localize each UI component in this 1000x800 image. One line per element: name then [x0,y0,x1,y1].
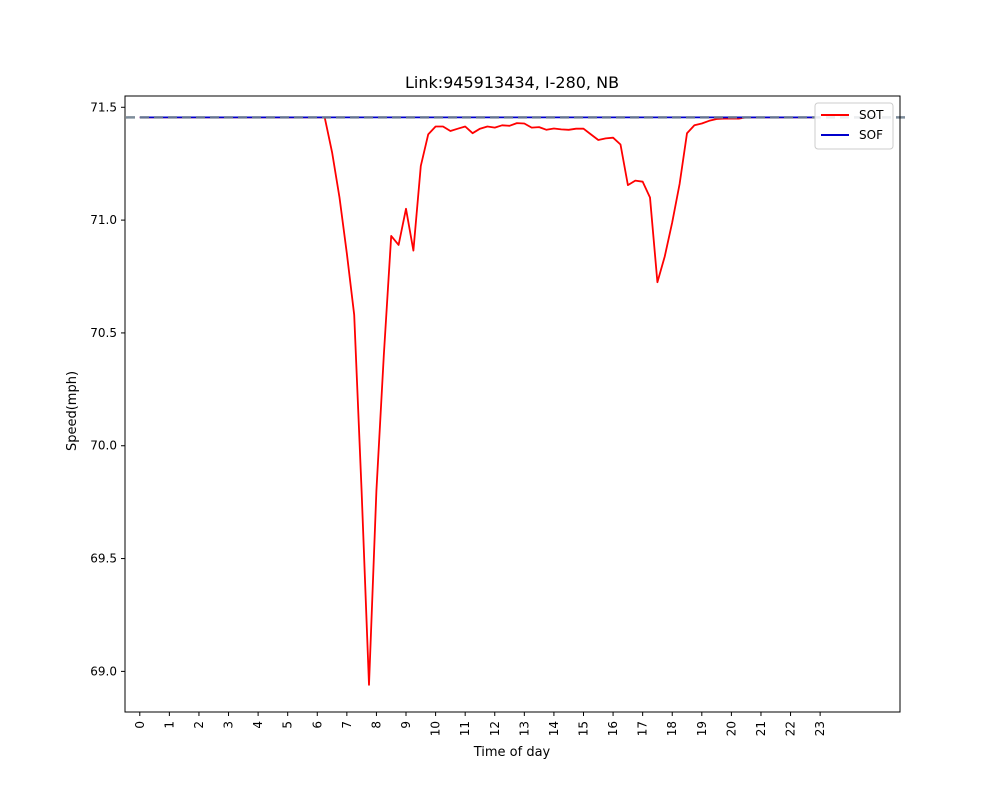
x-tick-label: 5 [281,721,295,729]
x-tick-label: 13 [517,721,531,736]
y-tick-label: 69.0 [90,664,117,678]
y-tick-label: 70.5 [90,326,117,340]
x-tick-label: 1 [162,721,176,729]
legend-label-sof: SOF [859,128,883,142]
x-tick-label: 14 [547,721,561,736]
x-tick-label: 15 [576,721,590,736]
x-tick-label: 10 [429,721,443,736]
x-tick-label: 9 [399,721,413,729]
x-tick-label: 22 [784,721,798,736]
x-tick-label: 20 [724,721,738,736]
y-tick-label: 71.0 [90,213,117,227]
x-tick-label: 16 [606,721,620,736]
x-tick-label: 18 [665,721,679,736]
x-tick-label: 23 [813,721,827,736]
legend-label-sot: SOT [859,108,884,122]
y-tick-label: 71.5 [90,100,117,114]
x-tick-label: 12 [488,721,502,736]
legend: SOT SOF [814,102,894,150]
x-tick-label: 7 [340,721,354,729]
x-axis-label: Time of day [473,745,551,760]
y-tick-label: 70.0 [90,439,117,453]
plot-area [126,116,908,686]
x-tick-label: 3 [222,721,236,729]
y-axis-label: Speed(mph) [65,371,80,451]
x-tick-label: 19 [695,721,709,736]
chart-title: Link:945913434, I-280, NB [405,73,619,92]
x-tick-label: 4 [251,721,265,729]
x-tick-label: 17 [636,721,650,736]
x-tick-label: 21 [754,721,768,736]
x-tick-label: 11 [458,721,472,736]
plot-frame [124,95,901,713]
x-tick-label: 8 [369,721,383,729]
x-tick-label: 6 [310,721,324,729]
series-line-sot [139,116,821,686]
y-axis: 69.0 69.5 70.0 70.5 71.0 71.5 [90,100,125,678]
x-tick-label: 2 [192,721,206,729]
x-tick-label: 0 [133,721,147,729]
y-tick-label: 69.5 [90,552,117,566]
x-axis: 0 1 2 3 4 5 6 7 8 9 10 11 12 13 14 15 16 17 18 19 20 21 22 23 [133,712,827,736]
